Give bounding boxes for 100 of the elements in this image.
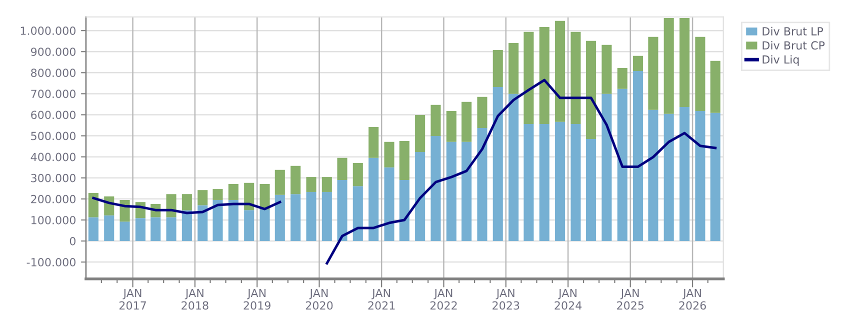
bar bbox=[430, 104, 441, 136]
bar bbox=[633, 70, 644, 242]
bar bbox=[399, 180, 410, 242]
bar bbox=[384, 142, 394, 168]
bar bbox=[664, 18, 674, 114]
bar bbox=[290, 166, 301, 194]
bar bbox=[198, 205, 208, 242]
y-tick-label: 400.000 bbox=[30, 152, 76, 162]
bar bbox=[306, 192, 316, 242]
bar bbox=[260, 209, 270, 242]
x-tick-label: JAN 2024 bbox=[554, 288, 582, 310]
bar bbox=[182, 210, 192, 242]
legend-label: Div Brut LP bbox=[762, 26, 824, 36]
bar bbox=[648, 36, 658, 110]
bar bbox=[555, 20, 566, 122]
bar bbox=[352, 186, 363, 242]
bar bbox=[680, 18, 690, 107]
y-tick-label: 600.000 bbox=[31, 110, 76, 120]
x-tick-label: JAN 2025 bbox=[617, 288, 644, 310]
x-tick-label: JAN 2023 bbox=[492, 288, 520, 310]
bar bbox=[135, 218, 146, 242]
y-tick-label: 700.000 bbox=[31, 90, 76, 98]
bar bbox=[415, 114, 426, 152]
x-tick-label: JAN 2019 bbox=[244, 288, 270, 310]
y-tick-label: 800.000 bbox=[31, 68, 76, 78]
y-tick-label: 900.000 bbox=[30, 48, 76, 56]
bar bbox=[602, 44, 612, 94]
bar bbox=[322, 192, 332, 242]
bar bbox=[182, 194, 192, 210]
bar bbox=[462, 142, 472, 242]
bar bbox=[710, 112, 720, 242]
y-tick-label: 200.000 bbox=[31, 194, 76, 204]
bar bbox=[150, 217, 161, 242]
bar bbox=[166, 217, 176, 242]
bar bbox=[539, 27, 550, 124]
bar bbox=[492, 50, 503, 87]
x-tick-label: JAN 2021 bbox=[368, 288, 395, 310]
bar bbox=[399, 141, 410, 180]
x-tick-label: JAN 2017 bbox=[119, 288, 146, 310]
bar bbox=[337, 180, 348, 242]
bar bbox=[322, 177, 332, 192]
y-tick-label: 100.000 bbox=[32, 216, 76, 224]
bar bbox=[570, 124, 581, 242]
bar bbox=[555, 122, 566, 242]
bar bbox=[228, 184, 238, 200]
bar bbox=[212, 189, 223, 200]
bar bbox=[88, 193, 98, 218]
bar bbox=[384, 167, 394, 242]
bar bbox=[446, 142, 456, 242]
bar bbox=[648, 110, 658, 242]
bar bbox=[664, 114, 674, 242]
legend-label: Div Brut CP bbox=[762, 40, 825, 50]
bar bbox=[198, 190, 208, 206]
bar bbox=[104, 215, 114, 242]
bar bbox=[695, 110, 706, 242]
bar bbox=[337, 158, 348, 180]
legend-label: Div Liq bbox=[762, 55, 799, 66]
bar bbox=[492, 86, 503, 242]
x-tick-label: JAN 2022 bbox=[430, 288, 457, 310]
bar bbox=[290, 194, 301, 242]
bar bbox=[586, 138, 596, 242]
bar bbox=[212, 200, 223, 242]
bar bbox=[88, 217, 98, 242]
bar bbox=[477, 128, 488, 242]
bar bbox=[695, 36, 706, 111]
bar bbox=[680, 106, 690, 242]
x-tick-label: JAN 2020 bbox=[306, 288, 333, 310]
bar bbox=[710, 60, 720, 113]
bar bbox=[633, 56, 644, 71]
bar bbox=[524, 124, 534, 242]
x-tick-label: JAN 2026 bbox=[679, 288, 706, 310]
bar bbox=[477, 96, 488, 128]
bar bbox=[602, 94, 612, 242]
bar bbox=[274, 170, 285, 195]
bar bbox=[446, 110, 456, 142]
bar bbox=[570, 32, 581, 124]
bar bbox=[462, 102, 472, 142]
y-tick-label: 1.000.000 bbox=[20, 26, 76, 35]
bar bbox=[617, 68, 628, 89]
bar bbox=[617, 88, 628, 242]
bar bbox=[274, 194, 285, 242]
bar bbox=[352, 162, 363, 186]
y-tick-label: -100.000 bbox=[26, 258, 76, 266]
bar bbox=[508, 94, 519, 242]
bar bbox=[415, 152, 426, 242]
bar bbox=[430, 136, 441, 242]
bar bbox=[508, 42, 519, 94]
x-tick-label: JAN 2018 bbox=[182, 288, 208, 310]
bar bbox=[306, 177, 316, 192]
bar bbox=[586, 40, 596, 139]
bar bbox=[368, 126, 379, 158]
bar bbox=[228, 200, 238, 242]
bar bbox=[120, 222, 130, 242]
bar bbox=[524, 32, 534, 124]
y-tick-label: 500.000 bbox=[31, 132, 76, 140]
bar bbox=[368, 158, 379, 242]
bar bbox=[260, 184, 270, 210]
bar bbox=[244, 210, 254, 242]
y-tick-label: 300.000 bbox=[31, 174, 76, 182]
y-tick-label: 0 bbox=[70, 236, 76, 246]
